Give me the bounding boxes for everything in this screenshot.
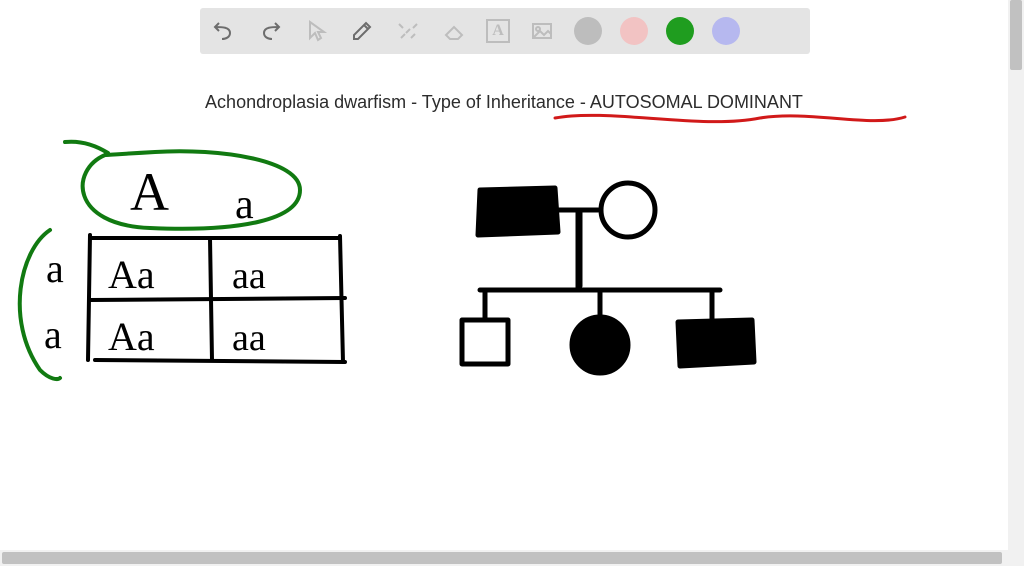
top-allele-A: A (130, 162, 169, 222)
punnett-square (88, 190, 345, 362)
punnett-labels: A a a a Aa aa Aa aa (44, 162, 266, 359)
whiteboard-canvas: A a a a Aa aa Aa aa (0, 0, 1008, 550)
horizontal-scrollbar-thumb[interactable] (2, 552, 1002, 564)
vertical-scrollbar-thumb[interactable] (1010, 0, 1022, 70)
mother-circle (601, 183, 655, 237)
pedigree (462, 183, 754, 373)
undo-icon[interactable] (210, 17, 238, 45)
cell-00: Aa (108, 252, 155, 297)
color-pink[interactable] (620, 17, 648, 45)
color-gray[interactable] (574, 17, 602, 45)
cell-11: aa (232, 317, 266, 359)
color-lilac[interactable] (712, 17, 740, 45)
father-square (478, 188, 558, 235)
top-allele-a: a (235, 182, 254, 228)
vertical-scrollbar[interactable] (1008, 0, 1024, 550)
color-green[interactable] (666, 17, 694, 45)
green-annotations (20, 142, 300, 379)
redo-icon[interactable] (256, 17, 284, 45)
text-tool-icon[interactable]: A (486, 19, 510, 43)
pointer-icon[interactable] (302, 17, 330, 45)
pen-settings-icon[interactable] (394, 17, 422, 45)
page-title: Achondroplasia dwarfism - Type of Inheri… (0, 92, 1008, 113)
scrollbar-corner (1008, 550, 1024, 566)
horizontal-scrollbar[interactable] (0, 550, 1008, 566)
eraser-icon[interactable] (440, 17, 468, 45)
child1-square (462, 320, 508, 364)
underline-red (555, 115, 905, 121)
cell-10: Aa (108, 314, 155, 359)
cell-01: aa (232, 255, 266, 297)
side-allele-0: a (46, 246, 64, 291)
child3-square (678, 320, 754, 366)
toolbar: A (200, 8, 810, 54)
image-tool-icon[interactable] (528, 17, 556, 45)
pen-icon[interactable] (348, 17, 376, 45)
child2-circle (572, 317, 628, 373)
side-allele-1: a (44, 312, 62, 357)
